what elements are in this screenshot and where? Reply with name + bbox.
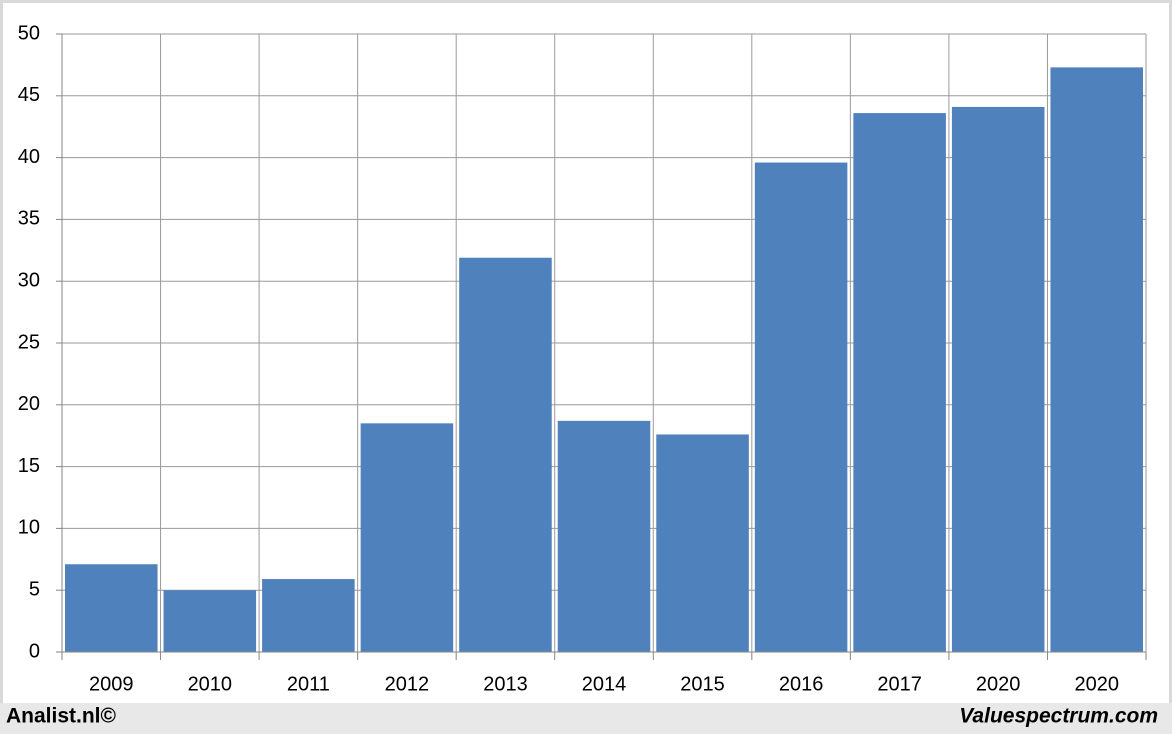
y-tick-label: 0 xyxy=(29,640,40,662)
x-tick-label: 2015 xyxy=(680,673,725,695)
x-tick-label: 2020 xyxy=(976,673,1021,695)
x-tick-label: 2014 xyxy=(582,673,627,695)
bar xyxy=(656,434,749,652)
bar xyxy=(459,257,552,652)
bar xyxy=(754,162,848,652)
y-tick-label: 10 xyxy=(18,517,40,539)
bar xyxy=(557,420,651,652)
x-tick-label: 2020 xyxy=(1074,673,1119,695)
y-tick-label: 20 xyxy=(18,393,40,415)
bar xyxy=(1050,67,1143,652)
y-tick-label: 35 xyxy=(18,208,40,230)
bar xyxy=(65,564,158,652)
x-tick-label: 2013 xyxy=(483,673,528,695)
x-tick-label: 2011 xyxy=(287,673,330,695)
bar xyxy=(163,590,257,652)
x-tick-label: 2017 xyxy=(877,673,922,695)
y-tick-label: 50 xyxy=(18,22,40,44)
footer-left: Analist.nl© xyxy=(6,705,117,728)
y-tick-label: 25 xyxy=(18,331,40,353)
bar xyxy=(360,423,454,652)
x-tick-label: 2010 xyxy=(188,673,233,695)
footer-right: Valuespectrum.com xyxy=(959,705,1158,728)
x-tick-label: 2009 xyxy=(89,673,134,695)
bar xyxy=(262,579,355,652)
x-tick-label: 2012 xyxy=(385,673,430,695)
x-tick-label: 2016 xyxy=(779,673,824,695)
y-tick-label: 45 xyxy=(18,84,40,106)
footer-band xyxy=(0,703,1172,734)
y-tick-label: 15 xyxy=(18,455,40,477)
bar xyxy=(853,113,946,652)
y-tick-label: 30 xyxy=(18,269,40,291)
y-tick-label: 5 xyxy=(29,578,40,600)
y-tick-label: 40 xyxy=(18,146,40,168)
bar xyxy=(951,106,1045,652)
